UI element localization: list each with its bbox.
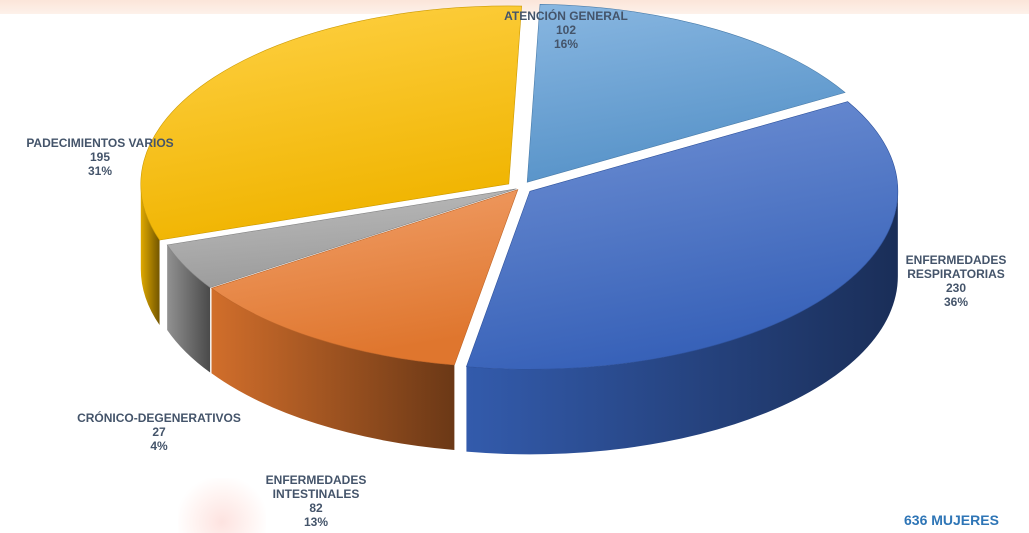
label-enfermedades-respiratorias: ENFERMEDADES RESPIRATORIAS 230 36% xyxy=(886,253,1026,309)
label-cronico-degenerativos: CRÓNICO-DEGENERATIVOS 27 4% xyxy=(54,411,264,453)
label-enfermedades-intestinales: ENFERMEDADES INTESTINALES 82 13% xyxy=(241,473,391,529)
total-label: 636 MUJERES xyxy=(904,512,999,528)
label-atencion-general: ATENCIÓN GENERAL 102 16% xyxy=(456,9,676,51)
label-padecimientos-varios: PADECIMIENTOS VARIOS 195 31% xyxy=(0,136,200,178)
